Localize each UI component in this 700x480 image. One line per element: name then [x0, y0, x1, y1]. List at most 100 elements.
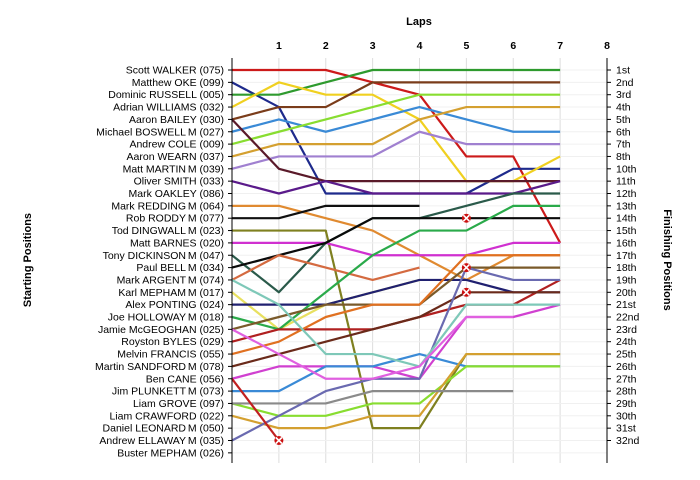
series-line-10: [231, 118, 561, 183]
rider-class-label: M (034): [188, 262, 224, 274]
series-line-30: [232, 390, 514, 405]
x-tick-label: 8: [604, 40, 610, 52]
finish-position-label: 18th: [616, 262, 637, 274]
series-line-31: [231, 266, 561, 442]
finish-position-label: 7th: [616, 139, 631, 151]
series-line-5: [231, 81, 561, 121]
x-tick-label: 3: [370, 40, 376, 52]
finish-position-label: 24th: [616, 336, 637, 348]
rider-name-label: Joe HOLLOWAY: [108, 312, 186, 324]
retired-marker-cross: [462, 264, 470, 272]
rider-name-label: Rob RODDY: [126, 213, 186, 225]
rider-name-label: Aaron BAILEY (030): [129, 114, 224, 126]
starting-position-labels: Scott WALKER (075)Matthew OKE (099)Domin…: [95, 65, 232, 459]
retired-marker-2: [461, 263, 471, 273]
series-line-3: [232, 68, 561, 96]
rider-class-label: M (073): [188, 386, 224, 398]
series-line-7: [231, 93, 561, 146]
rider-name-label: Oliver SMITH (033): [134, 176, 224, 188]
finish-position-label: 26th: [616, 361, 637, 373]
retired-marker-cross: [275, 436, 283, 445]
x-tick-label: 2: [323, 40, 329, 52]
finish-position-label: 2nd: [616, 77, 634, 89]
rider-class-label: M (064): [188, 200, 224, 212]
rider-name-label: Dominic RUSSELL (005): [108, 89, 224, 101]
finish-position-label: 30th: [616, 410, 637, 422]
series-line-25: [231, 291, 561, 368]
x-tick-label: 5: [463, 40, 469, 52]
finish-position-label: 28th: [616, 386, 637, 398]
finish-position-label: 4th: [616, 102, 631, 114]
rider-name-label: Ben CANE (056): [146, 373, 224, 385]
series-line-11: [231, 180, 561, 195]
finish-position-label: 1st: [616, 65, 630, 77]
series-line-28: [231, 365, 561, 417]
finish-position-label: 23rd: [616, 324, 637, 336]
finish-position-label: 29th: [616, 398, 637, 410]
rider-class-label: M (035): [188, 435, 224, 447]
finish-position-label: 19th: [616, 274, 637, 286]
rider-name-label: Liam GROVE (097): [133, 398, 224, 410]
finish-position-label: 14th: [616, 213, 637, 225]
rider-name-label: Mark REDDING: [111, 200, 186, 212]
series-line-32: [231, 278, 561, 368]
x-tick-label: 1: [276, 40, 282, 52]
series-line-21: [231, 204, 561, 331]
retired-marker-4: [274, 436, 284, 445]
series-line-29: [231, 352, 561, 430]
right-axis-title: Finishing Positions: [661, 209, 673, 310]
finish-position-label: 13th: [616, 200, 637, 212]
series-line-33: [231, 378, 280, 442]
finish-position-label: 5th: [616, 114, 631, 126]
rider-class-label: M (050): [188, 423, 224, 435]
rider-name-label: Mark ARGENT: [117, 274, 187, 286]
rider-name-label: Tod DINGWALL: [112, 225, 186, 237]
rider-class-label: M (023): [188, 225, 224, 237]
series-line-24: [231, 254, 561, 356]
rider-name-label: Karl MEPHAM: [118, 287, 186, 299]
rider-class-label: M (047): [188, 250, 224, 262]
series-line-17: [231, 217, 561, 269]
rider-name-label: Royston BYLES (029): [121, 336, 224, 348]
rider-name-label: Matt MARTIN: [123, 163, 186, 175]
x-tick-labels: 1 2 3 4 5 6 7 8: [276, 40, 610, 52]
rider-name-label: Martin SANDFORD: [95, 361, 186, 373]
rider-name-label: Scott WALKER (075): [126, 65, 224, 77]
rider-class-label: M (017): [188, 287, 224, 299]
rider-name-label: Matt BARNES (020): [130, 237, 224, 249]
rider-name-label: Paul BELL: [136, 262, 186, 274]
marker-layer: [274, 213, 471, 445]
rider-name-label: Alex PONTING (024): [125, 299, 224, 311]
series-line-34: [231, 315, 514, 380]
rider-class-label: M (077): [188, 213, 224, 225]
series-layer: [231, 68, 562, 442]
series-line-15: [232, 241, 561, 257]
rider-name-label: Jamie McGEOGHAN (025): [98, 324, 224, 336]
finish-position-label: 8th: [616, 151, 631, 163]
series-line-8: [231, 105, 561, 158]
finish-position-label: 12th: [616, 188, 637, 200]
rider-class-label: M (039): [188, 163, 224, 175]
retired-marker-cross: [462, 214, 470, 222]
finish-position-label: 6th: [616, 126, 631, 138]
rider-class-label: M (078): [188, 361, 224, 373]
finish-position-label: 25th: [616, 349, 637, 361]
series-line-18: [231, 254, 420, 282]
series-line-20: [232, 278, 561, 306]
finish-position-label: 31st: [616, 423, 636, 435]
rider-name-label: Jim PLUNKETT: [112, 386, 187, 398]
rider-name-label: Daniel LEONARD: [103, 423, 187, 435]
series-line-13: [232, 204, 420, 220]
retired-marker-1: [461, 213, 471, 223]
finish-position-label: 3rd: [616, 89, 631, 101]
finish-position-label: 20th: [616, 287, 637, 299]
finish-position-label: 11th: [616, 176, 636, 188]
finish-position-label: 21st: [616, 299, 636, 311]
finish-position-label: 16th: [616, 237, 637, 249]
rider-name-label: Michael BOSWELL: [96, 126, 186, 138]
retired-marker-3: [461, 287, 471, 297]
rider-name-label: Aaron WEARN (037): [127, 151, 224, 163]
series-line-6: [231, 105, 561, 133]
rider-name-label: Buster MEPHAM (026): [117, 447, 224, 459]
x-tick-label: 4: [417, 40, 423, 52]
